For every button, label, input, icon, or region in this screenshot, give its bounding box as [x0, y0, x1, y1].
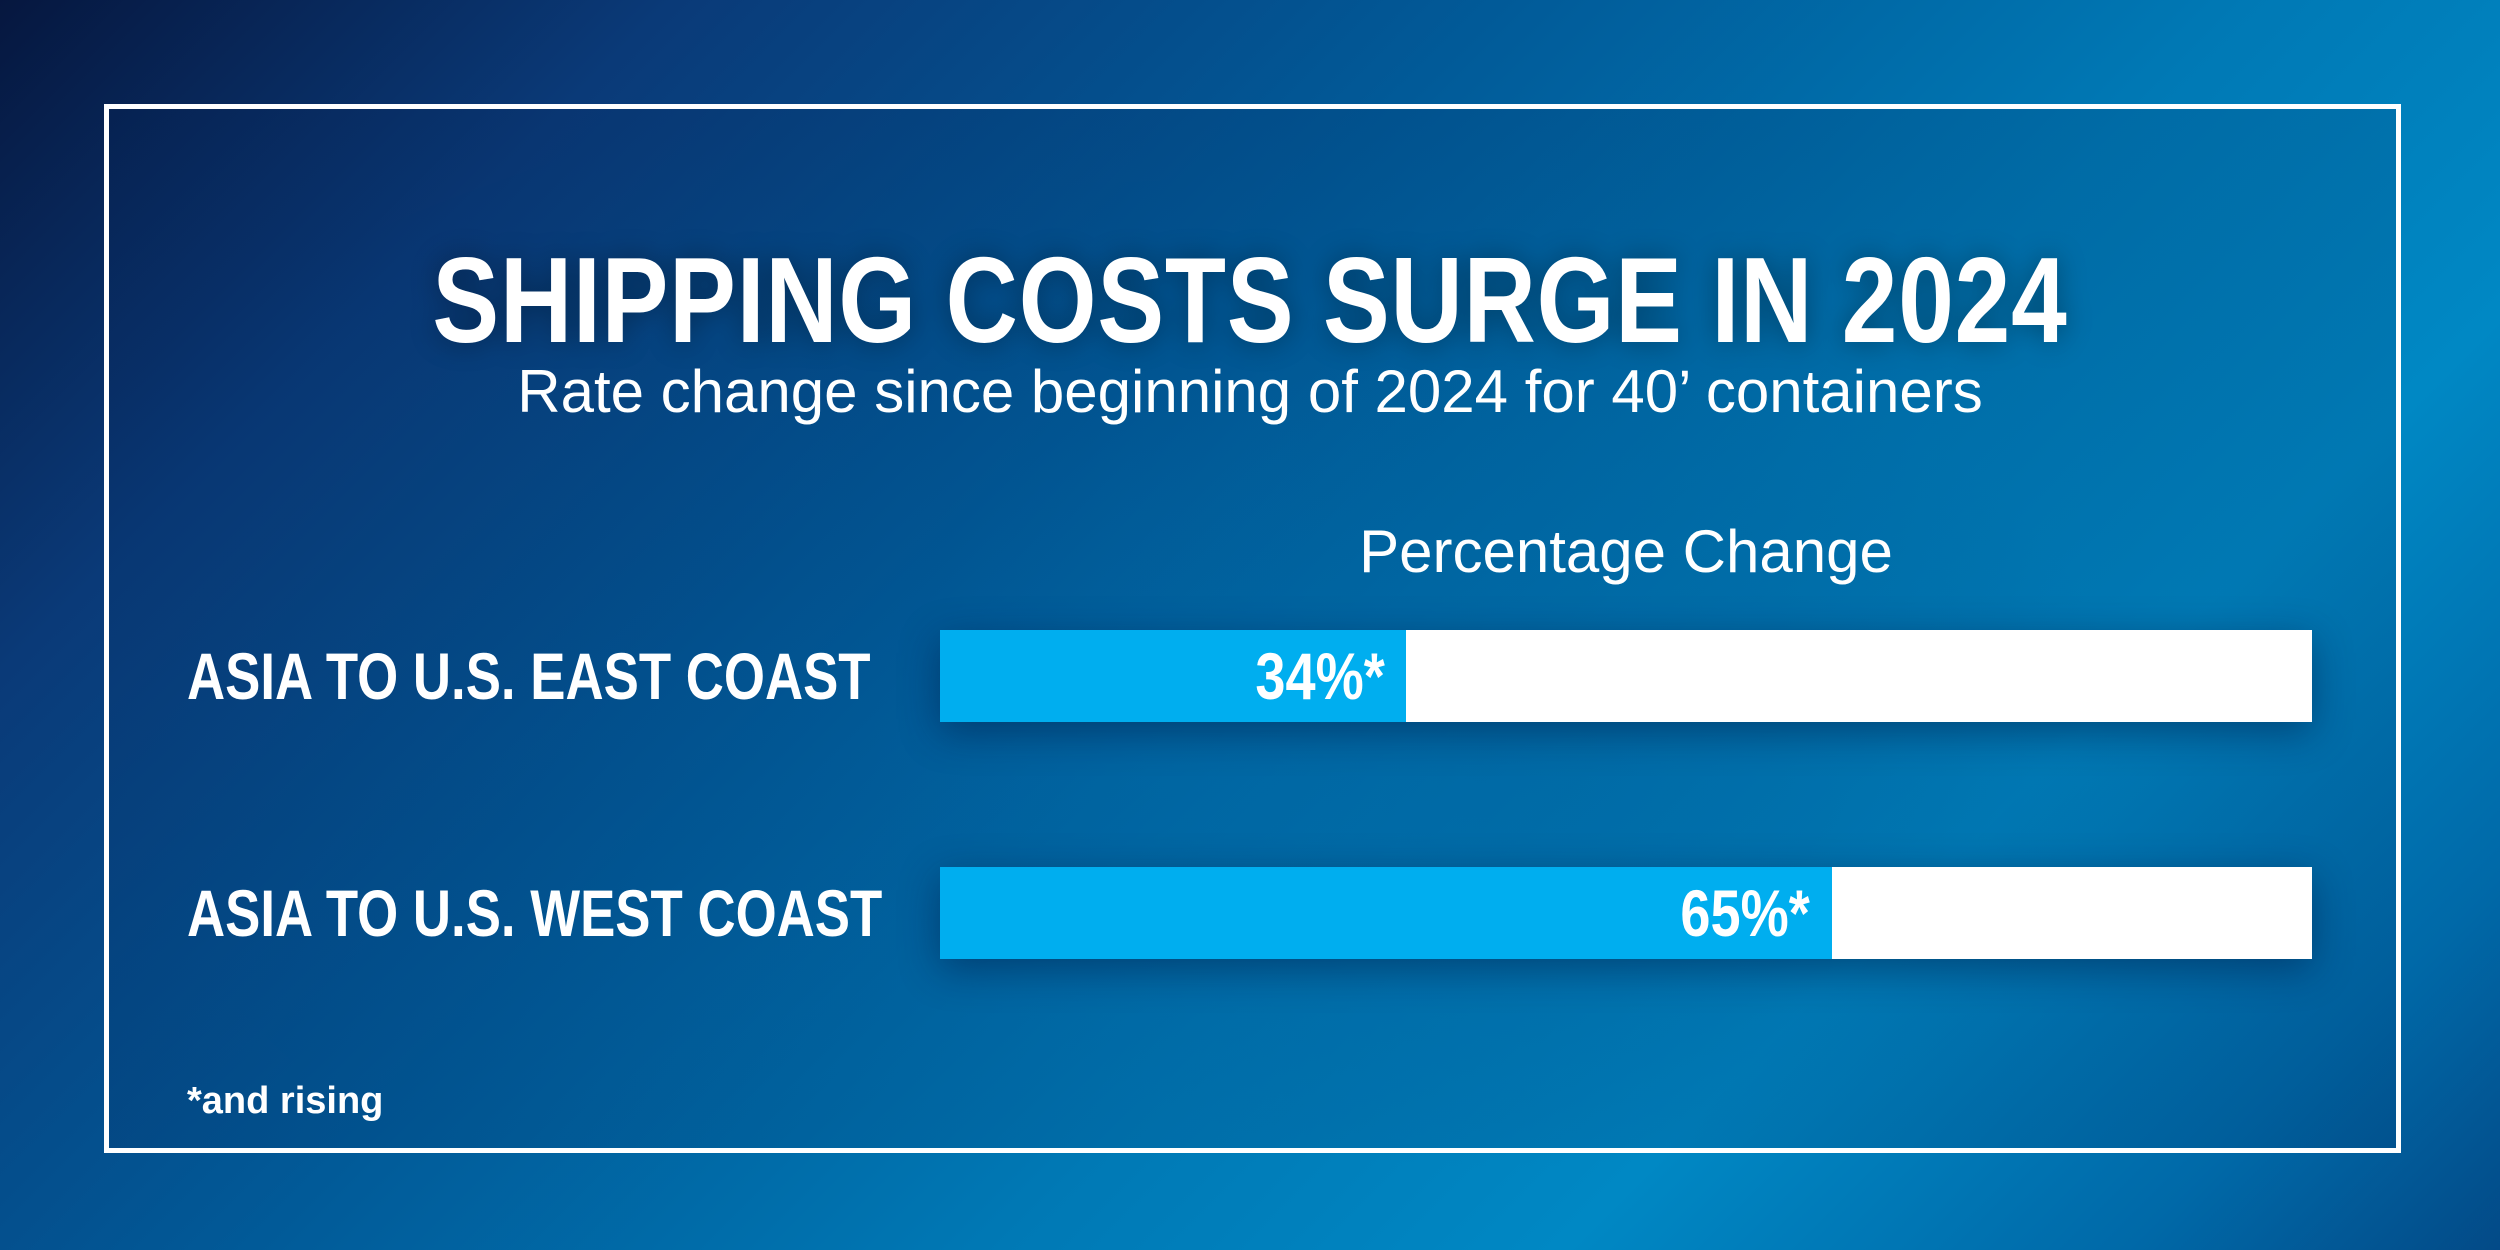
footnote: *and rising — [187, 1080, 384, 1122]
bar: 34%* — [940, 630, 1407, 722]
chart-subtitle: Rate change since beginning of 2024 for … — [517, 358, 1983, 425]
category-label: ASIA TO U.S. WEST COAST — [187, 876, 883, 950]
bar-track: 34%* — [940, 630, 2312, 722]
bar-track: 65%* — [940, 867, 2312, 959]
chart-title: SHIPPING COSTS SURGE IN 2024 — [432, 232, 2068, 368]
data-label: 34%* — [1255, 639, 1385, 713]
chart-frame — [104, 104, 2401, 1153]
bar: 65%* — [940, 867, 1832, 959]
axis-title: Percentage Change — [1359, 518, 1893, 585]
data-label: 65%* — [1680, 876, 1810, 950]
category-label: ASIA TO U.S. EAST COAST — [187, 639, 871, 713]
